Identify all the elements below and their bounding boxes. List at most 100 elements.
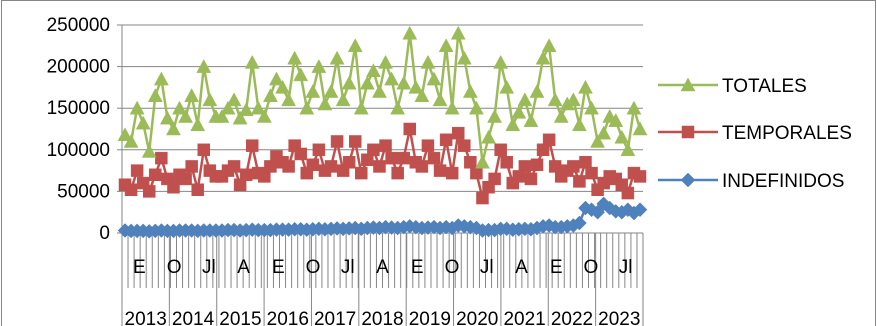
- data-point-totales: [244, 54, 260, 69]
- data-point-totales: [238, 102, 254, 117]
- data-point-totales: [335, 92, 351, 107]
- data-point-totales: [481, 129, 496, 144]
- data-point-temporales: [167, 180, 180, 194]
- x-year-label: 2014: [172, 309, 215, 326]
- data-point-totales: [396, 75, 412, 90]
- x-month-label: E: [272, 257, 285, 278]
- x-month-label: A: [376, 257, 389, 278]
- series-totales: [117, 25, 648, 169]
- x-year-label: 2023: [598, 309, 640, 326]
- x-month-label: Jl: [341, 257, 355, 278]
- data-point-temporales: [239, 168, 253, 182]
- data-point-totales: [535, 50, 551, 65]
- data-point-totales: [378, 54, 393, 69]
- x-year-label: 2017: [314, 309, 356, 326]
- data-point-totales: [426, 71, 442, 86]
- data-point-temporales: [476, 191, 489, 205]
- data-point-totales: [317, 96, 333, 111]
- data-point-totales: [250, 100, 266, 115]
- data-point-totales: [420, 54, 436, 69]
- data-point-temporales: [542, 133, 556, 147]
- data-point-temporales: [342, 156, 356, 169]
- x-month-label: O: [167, 257, 182, 278]
- data-point-totales: [511, 104, 527, 119]
- x-year-label: 2020: [456, 309, 498, 326]
- data-point-temporales: [518, 160, 532, 173]
- data-point-totales: [584, 100, 599, 115]
- data-point-temporales: [464, 156, 477, 169]
- data-point-temporales: [324, 160, 338, 173]
- data-point-totales: [450, 25, 466, 40]
- x-year-label: 2018: [361, 309, 403, 326]
- data-point-totales: [323, 84, 339, 98]
- data-point-totales: [517, 92, 533, 107]
- data-point-temporales: [579, 156, 592, 169]
- data-point-totales: [408, 79, 424, 94]
- data-point-totales: [626, 100, 642, 115]
- series-area: [117, 25, 648, 239]
- y-tick-label: 50000: [57, 181, 110, 202]
- y-tick-label: 250000: [47, 15, 110, 36]
- series-indefinidos: [117, 196, 648, 239]
- data-point-totales: [196, 59, 212, 73]
- data-point-totales: [608, 113, 624, 127]
- x-year-label: 2019: [409, 309, 451, 326]
- data-point-totales: [547, 92, 563, 107]
- data-point-temporales: [142, 185, 156, 198]
- data-point-totales: [499, 79, 515, 94]
- data-point-totales: [293, 67, 309, 82]
- x-year-label: 2013: [125, 309, 167, 326]
- data-point-temporales: [197, 143, 211, 157]
- data-point-totales: [135, 115, 151, 130]
- data-point-temporales: [227, 160, 241, 173]
- data-point-temporales: [355, 166, 368, 180]
- data-point-temporales: [573, 175, 586, 188]
- data-point-totales: [220, 100, 236, 115]
- data-point-temporales: [415, 160, 429, 173]
- data-point-totales: [299, 100, 315, 115]
- data-point-temporales: [306, 158, 320, 172]
- data-point-totales: [172, 100, 187, 115]
- data-point-totales: [553, 108, 569, 123]
- data-point-totales: [402, 25, 418, 40]
- data-point-temporales: [391, 166, 404, 180]
- data-point-totales: [281, 92, 297, 107]
- data-point-totales: [123, 133, 139, 148]
- x-year-label: 2016: [267, 309, 309, 326]
- legend-marker-temporales: [681, 125, 695, 139]
- data-point-temporales: [470, 166, 483, 180]
- x-year-label: 2022: [551, 309, 593, 326]
- data-point-temporales: [621, 186, 635, 200]
- y-tick-label: 150000: [47, 98, 110, 119]
- data-point-totales: [444, 100, 460, 115]
- data-point-totales: [475, 154, 490, 169]
- legend-label-indefinidos: INDEFINIDOS: [722, 171, 844, 192]
- legend-item-temporales: TEMPORALES: [658, 123, 852, 144]
- x-month-label: E: [411, 257, 424, 278]
- data-point-totales: [269, 71, 284, 86]
- data-point-totales: [493, 54, 509, 69]
- data-point-totales: [590, 133, 606, 148]
- data-point-indefinidos: [632, 202, 648, 218]
- data-point-temporales: [433, 164, 447, 177]
- data-point-temporales: [367, 143, 380, 157]
- data-point-temporales: [567, 160, 580, 173]
- data-point-totales: [178, 108, 194, 123]
- data-point-totales: [117, 127, 133, 142]
- data-point-totales: [341, 75, 357, 90]
- axes: [117, 24, 644, 326]
- data-point-totales: [184, 88, 200, 102]
- data-point-totales: [571, 117, 587, 132]
- data-point-temporales: [130, 164, 144, 177]
- data-point-temporales: [421, 139, 435, 152]
- legend-label-temporales: TEMPORALES: [722, 123, 852, 144]
- data-point-totales: [262, 88, 278, 102]
- data-point-totales: [359, 75, 375, 90]
- legend-marker-indefinidos: [680, 172, 696, 188]
- data-point-totales: [462, 84, 478, 98]
- data-point-temporales: [458, 139, 471, 152]
- data-point-temporales: [488, 172, 501, 186]
